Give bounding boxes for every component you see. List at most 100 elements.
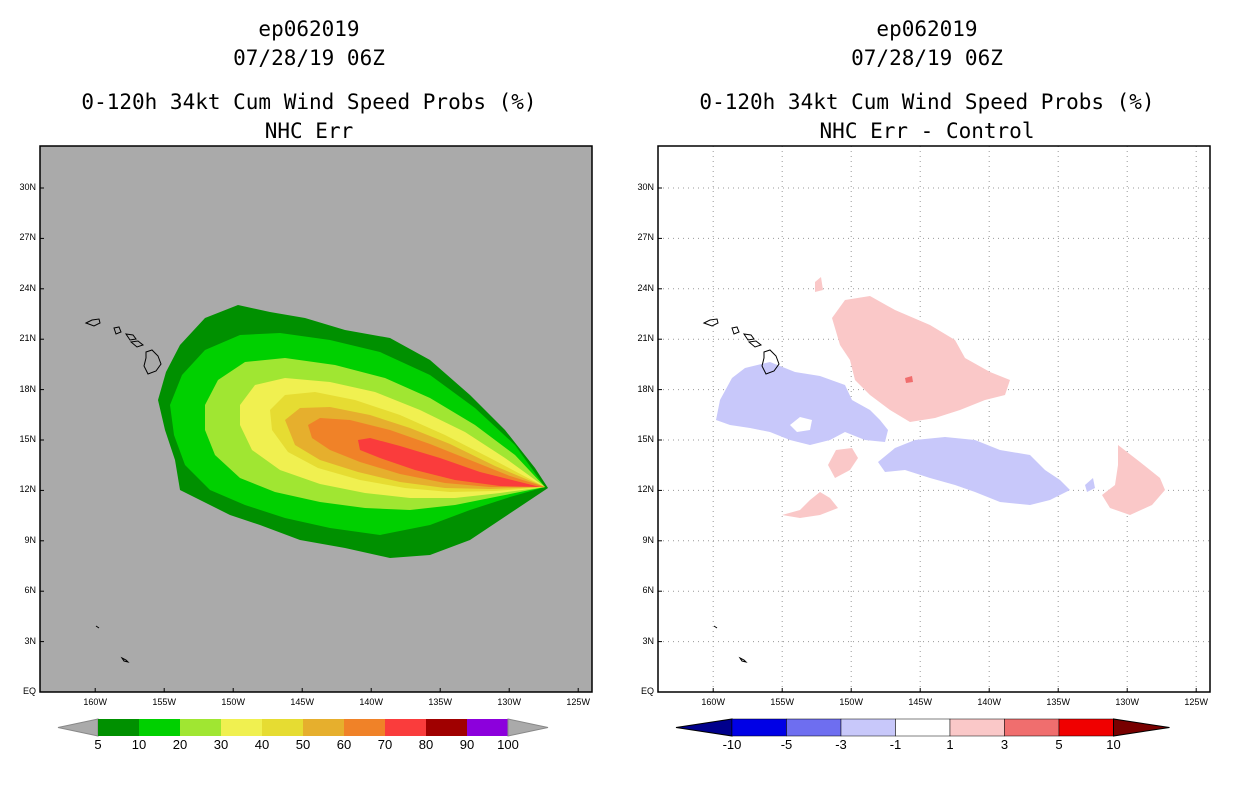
left-probability-contours (158, 305, 548, 558)
lat-tick-label: 3N (24, 635, 36, 646)
colorbar-label: 50 (295, 737, 311, 752)
diff-positive-southwest (782, 492, 838, 518)
colorbar-low-arrow (57, 718, 99, 737)
diff-negative-fleck (1085, 478, 1095, 492)
colorbar-label: 80 (418, 737, 434, 752)
diff-positive-fleck (815, 277, 823, 292)
lat-tick-label: 9N (24, 534, 36, 545)
colorbar-label: -10 (722, 737, 742, 752)
lat-tick-label: 6N (642, 585, 654, 596)
lon-tick-label: 160W (701, 697, 725, 707)
colorbar-label: 100 (497, 737, 519, 752)
left-storm-id: ep062019 (258, 17, 360, 41)
colorbar-label: 20 (172, 737, 188, 752)
colorbar-swatch (139, 719, 180, 736)
right-map-frame (657, 145, 1211, 693)
colorbar-swatch (895, 718, 951, 737)
lon-tick-label: 150W (221, 697, 245, 707)
right-difference-contours (716, 277, 1165, 518)
left-datetime: 07/28/19 06Z (233, 46, 385, 70)
right-title: 0-120h 34kt Cum Wind Speed Probs (%) (699, 90, 1155, 114)
lat-tick-label: 27N (637, 232, 654, 243)
lat-tick-label: 21N (637, 333, 654, 344)
lon-tick-label: 125W (566, 697, 590, 707)
colorbar-swatch (385, 719, 426, 736)
colorbar-label: -1 (889, 737, 902, 752)
diff-negative-west-hole (790, 417, 812, 432)
colorbar-label: 10 (1106, 737, 1121, 752)
colorbar-label: 60 (336, 737, 352, 752)
colorbar-label: 1 (946, 737, 954, 752)
lon-tick-label: 145W (908, 697, 932, 707)
colorbar-label: -5 (780, 737, 793, 752)
lat-tick-label: 3N (642, 635, 654, 646)
lon-tick-label: 125W (1184, 697, 1208, 707)
colorbar-label: 30 (213, 737, 229, 752)
diff-positive-mid (828, 448, 858, 478)
colorbar-swatch (786, 718, 842, 737)
colorbar-swatch (262, 719, 303, 736)
colorbar-label: 70 (377, 737, 393, 752)
contour-60 (308, 418, 545, 487)
lat-tick-label: 15N (19, 434, 36, 444)
lon-tick-label: 155W (770, 697, 794, 707)
colorbar-label: -3 (835, 737, 847, 752)
lon-tick-label: 160W (83, 697, 107, 707)
diff-positive-east (1102, 445, 1165, 515)
lat-tick-label: 24N (19, 282, 36, 293)
colorbar-swatch (731, 718, 787, 737)
diff-positive-spot (905, 376, 913, 383)
colorbar-label: 5 (1055, 737, 1063, 752)
lat-tick-label: 6N (24, 585, 36, 596)
right-coastlines (702, 318, 780, 663)
diff-negative-south (878, 437, 1070, 505)
lon-tick-label: 135W (428, 697, 452, 707)
lon-tick-label: 155W (152, 697, 176, 707)
colorbar-swatch (303, 719, 344, 736)
left-colorbar (57, 718, 549, 737)
colorbar-label: 3 (1000, 737, 1009, 752)
lat-tick-label: 15N (637, 434, 654, 444)
lon-tick-label: 140W (359, 697, 383, 707)
colorbar-label: 90 (459, 737, 475, 752)
colorbar-swatch (180, 719, 221, 736)
lat-tick-label: EQ (640, 686, 654, 696)
colorbar-high-arrow (507, 718, 549, 737)
colorbar-swatch (98, 719, 139, 736)
lon-tick-label: 135W (1046, 697, 1070, 707)
colorbar-swatch (467, 719, 508, 736)
colorbar-swatch (1058, 718, 1114, 737)
lat-tick-label: 12N (637, 484, 654, 495)
diff-negative-west (716, 362, 888, 445)
right-colorbar (675, 718, 1170, 737)
lat-tick-label: 30N (637, 182, 654, 192)
lon-tick-label: 140W (977, 697, 1001, 707)
lat-tick-label: 18N (19, 383, 36, 394)
right-axis-ticks (658, 187, 1197, 693)
left-title: 0-120h 34kt Cum Wind Speed Probs (%) (81, 90, 537, 114)
colorbar-swatch (344, 719, 385, 736)
right-storm-id: ep062019 (876, 17, 978, 41)
lat-tick-label: 30N (19, 182, 36, 192)
colorbar-swatch (221, 719, 262, 736)
lon-tick-label: 130W (497, 697, 521, 707)
lat-tick-label: 9N (642, 534, 654, 545)
diff-positive-north (832, 296, 1010, 422)
right-subtitle: NHC Err - Control (819, 119, 1035, 143)
lat-tick-label: 24N (637, 282, 654, 293)
colorbar-label: 40 (254, 737, 270, 752)
lon-tick-label: 145W (290, 697, 314, 707)
left-axis-ticks (40, 187, 579, 693)
lon-tick-label: 150W (839, 697, 863, 707)
lat-tick-label: 21N (19, 333, 36, 344)
lat-tick-label: 27N (19, 232, 36, 243)
colorbar-swatch (1004, 718, 1060, 737)
colorbar-swatch (949, 718, 1005, 737)
colorbar-swatch (426, 719, 467, 736)
left-coastlines (84, 318, 162, 663)
colorbar-low-arrow (675, 718, 733, 737)
lon-tick-label: 130W (1115, 697, 1139, 707)
